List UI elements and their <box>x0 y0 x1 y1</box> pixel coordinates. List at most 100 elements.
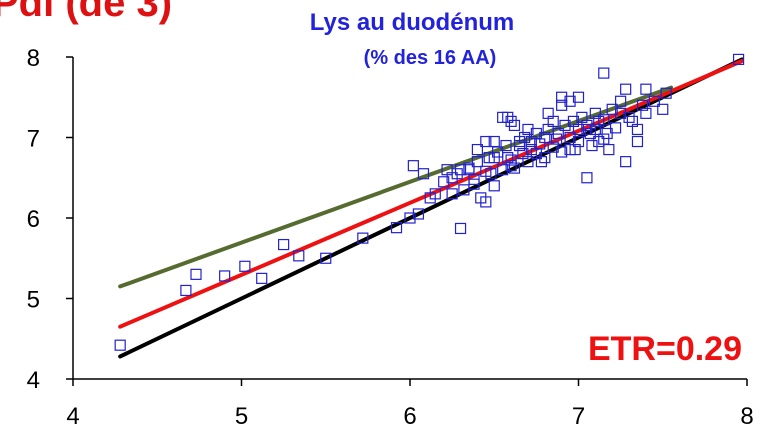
data-point <box>631 123 644 136</box>
data-point <box>535 156 548 168</box>
data-point <box>623 111 635 123</box>
line-fit <box>118 59 744 329</box>
regression-lines <box>118 57 744 359</box>
data-point <box>463 164 475 176</box>
data-point <box>640 107 652 119</box>
data-point <box>180 284 192 297</box>
data-point <box>564 131 576 144</box>
data-point <box>505 160 517 172</box>
data-point <box>609 122 622 134</box>
data-point <box>451 168 463 180</box>
y-tick-label: 7 <box>27 126 40 153</box>
x-tick-label: 4 <box>66 403 79 430</box>
data-point <box>508 162 521 174</box>
data-point <box>488 135 500 148</box>
y-tick-label: 5 <box>27 287 40 314</box>
axes: 4 5 6 7 8 4 5 6 7 8 <box>27 45 754 430</box>
chart-subtitle: (% des 16 AA) <box>364 47 497 69</box>
data-point <box>556 91 568 103</box>
data-point <box>320 252 332 264</box>
data-point <box>502 152 514 164</box>
data-point <box>458 184 470 196</box>
data-point <box>239 260 251 272</box>
data-point <box>454 164 467 176</box>
data-point <box>114 339 126 351</box>
data-point <box>390 222 403 234</box>
chart-title: Lys au duodénum <box>310 9 514 36</box>
data-point <box>556 99 568 111</box>
data-point <box>657 103 669 115</box>
data-point <box>581 172 593 184</box>
data-point <box>564 95 576 107</box>
data-point <box>497 164 509 176</box>
y-tick-label: 6 <box>27 206 40 233</box>
data-point <box>556 146 568 158</box>
data-point <box>620 83 632 95</box>
line-identity <box>118 57 744 359</box>
data-point <box>598 133 610 145</box>
data-point <box>601 127 613 140</box>
data-point <box>631 135 644 148</box>
data-point <box>586 139 598 152</box>
data-point <box>636 99 649 111</box>
data-point <box>454 222 467 235</box>
data-point <box>278 238 290 251</box>
data-points <box>114 53 745 351</box>
data-point <box>606 103 618 115</box>
data-point <box>357 232 369 244</box>
data-point <box>508 119 521 132</box>
data-point <box>404 212 416 224</box>
data-point <box>488 180 500 192</box>
data-point <box>480 135 492 148</box>
data-point <box>256 272 268 284</box>
data-point <box>500 139 512 152</box>
data-point <box>620 156 632 168</box>
data-point <box>190 268 202 280</box>
data-point <box>438 176 450 188</box>
data-point <box>505 115 517 128</box>
data-point <box>505 154 517 166</box>
data-point <box>502 111 514 123</box>
data-point <box>539 131 551 144</box>
data-point <box>648 95 660 107</box>
data-point <box>598 67 610 79</box>
y-tick-label: 8 <box>27 45 40 72</box>
x-tick-label: 7 <box>572 403 585 430</box>
data-point <box>539 152 551 164</box>
data-point <box>471 156 483 168</box>
data-point <box>732 53 745 66</box>
data-point <box>542 107 554 119</box>
data-point <box>522 123 534 136</box>
data-point <box>412 208 425 220</box>
data-point <box>488 152 500 164</box>
data-point <box>429 188 441 200</box>
data-point <box>485 168 497 180</box>
data-point <box>407 160 419 172</box>
data-point <box>559 119 571 132</box>
data-point <box>581 119 593 132</box>
data-point <box>417 168 430 180</box>
data-point <box>589 123 601 136</box>
data-point <box>593 115 605 128</box>
line-other <box>118 85 674 289</box>
data-point <box>552 127 564 140</box>
x-tick-label: 6 <box>403 403 416 430</box>
data-point <box>572 123 585 136</box>
chart-title-cut: Pdi (de 3) <box>0 0 172 25</box>
data-point <box>640 83 652 95</box>
data-point <box>471 143 483 156</box>
data-point <box>615 95 627 107</box>
data-point <box>518 131 531 144</box>
data-point <box>446 188 458 200</box>
etr-annotation: ETR=0.29 <box>588 330 742 368</box>
data-point <box>480 196 492 208</box>
data-point <box>293 250 305 262</box>
data-point <box>615 107 627 119</box>
data-point <box>550 133 563 145</box>
data-point <box>603 143 615 156</box>
data-point <box>589 107 601 119</box>
data-point <box>219 270 231 282</box>
data-point <box>660 87 672 99</box>
data-point <box>525 135 537 148</box>
